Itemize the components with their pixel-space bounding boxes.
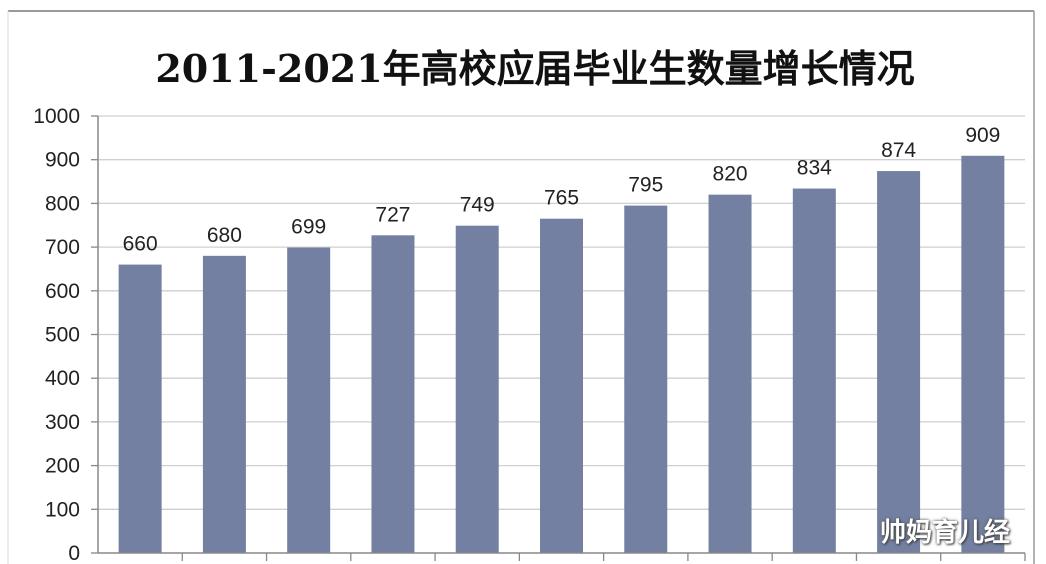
- bar-2012: [202, 255, 246, 553]
- bar-2015: [455, 225, 499, 553]
- data-label-2014: 727: [375, 203, 410, 226]
- bar-2020: [877, 171, 921, 553]
- data-label-2012: 680: [207, 224, 242, 247]
- bar-2016: [540, 218, 583, 553]
- y-tick-label: 1000: [33, 105, 80, 128]
- bar-2018: [708, 194, 752, 553]
- y-tick-label: 100: [45, 498, 80, 521]
- data-label-2015: 749: [460, 194, 495, 217]
- y-axis-ticks: 0 100 200 300 400 500 600 700 800 900 1000: [33, 105, 98, 564]
- bar-2017: [624, 205, 668, 553]
- bar-2013: [287, 247, 331, 554]
- bar-2011: [118, 264, 162, 553]
- data-label-2013: 699: [291, 216, 326, 239]
- y-tick-label: 600: [45, 280, 80, 303]
- y-tick-label: 900: [45, 149, 80, 172]
- watermark-text: 帅妈育儿经: [880, 518, 1011, 548]
- chart-border: [7, 10, 1035, 564]
- y-tick-label: 800: [45, 192, 80, 215]
- bar-2019: [792, 188, 836, 554]
- bars: [118, 155, 1026, 561]
- data-labels: 660 680 699 727 749 765 795 820 834 874 909: [123, 124, 1001, 256]
- y-tick-label: 200: [45, 455, 80, 478]
- bar-2014: [371, 235, 415, 553]
- data-label-2018: 820: [713, 163, 748, 186]
- bar-2021: [961, 155, 1005, 553]
- data-label-2019: 834: [797, 157, 832, 180]
- y-tick-label: 300: [45, 411, 80, 434]
- y-tick-label: 0: [68, 542, 80, 564]
- axes: [97, 116, 1025, 554]
- data-label-2021: 909: [965, 124, 1000, 147]
- data-label-2020: 874: [881, 139, 916, 162]
- y-tick-label: 700: [45, 236, 80, 259]
- chart-title: 2011-2021年高校应届毕业生数量增长情况: [155, 46, 915, 91]
- data-label-2011: 660: [123, 233, 158, 256]
- y-tick-label: 500: [45, 324, 80, 347]
- data-label-2017: 795: [628, 174, 663, 197]
- y-tick-label: 400: [45, 367, 80, 390]
- data-label-2016: 765: [544, 187, 579, 210]
